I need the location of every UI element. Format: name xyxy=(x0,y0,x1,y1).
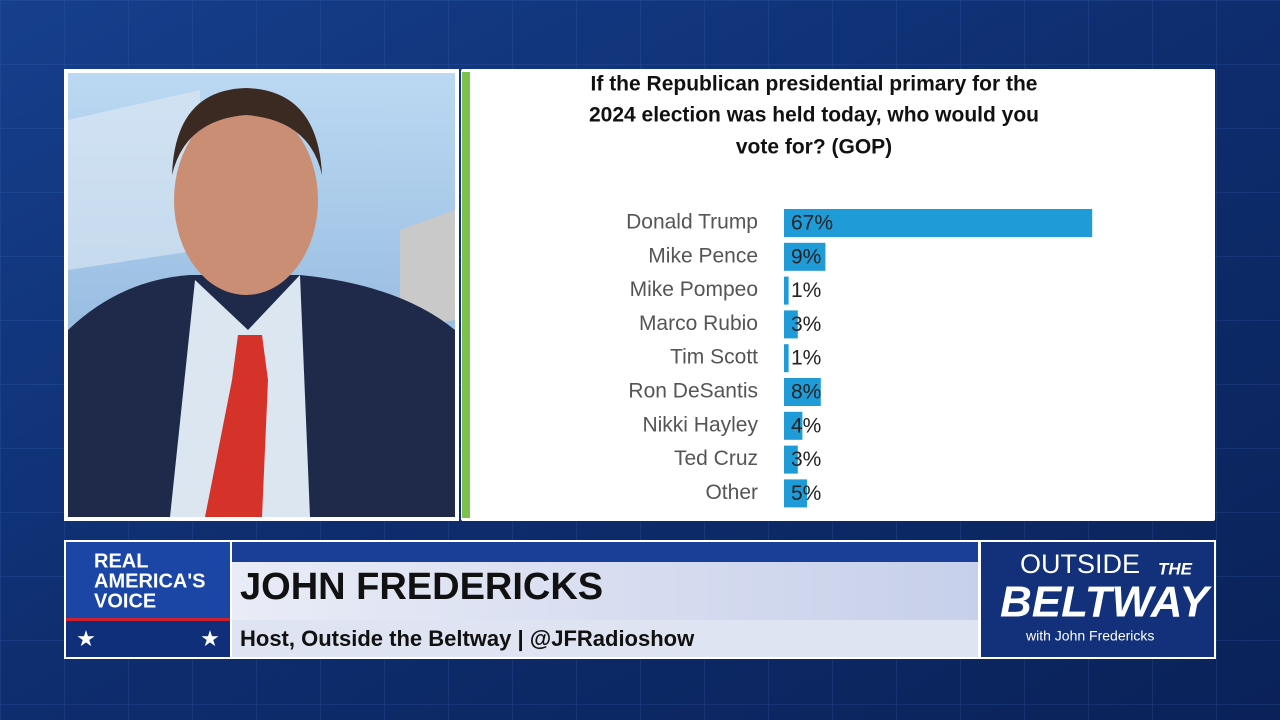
category-label: Ron DeSantis xyxy=(628,380,758,403)
value-label: 9% xyxy=(791,245,821,268)
chart-panel: If the Republican presidential primary f… xyxy=(461,69,1215,521)
show-logo-box xyxy=(981,542,1214,657)
category-label: Mike Pence xyxy=(648,244,758,267)
logo-divider xyxy=(66,618,230,621)
bar xyxy=(784,310,798,339)
name-bar xyxy=(232,562,978,620)
bar xyxy=(784,445,798,474)
host-subtitle: Host, Outside the Beltway | @JFRadioshow xyxy=(240,626,695,651)
accent-stripe xyxy=(462,72,470,518)
logo-stars-box xyxy=(66,621,230,657)
show-logo-text: BELTWAY xyxy=(1000,578,1212,627)
bar xyxy=(784,242,826,271)
category-label: Ted Cruz xyxy=(674,447,758,470)
category-label: Other xyxy=(705,481,758,504)
bar xyxy=(784,344,789,373)
bar xyxy=(784,378,821,406)
subtitle-bar xyxy=(232,620,978,657)
host-name: JOHN FREDERICKS xyxy=(240,566,603,608)
chart-title: 2024 election was held today, who would … xyxy=(589,104,1039,127)
bar xyxy=(784,276,789,305)
category-label: Nikki Hayley xyxy=(642,413,758,436)
star-icon: ★ xyxy=(200,626,220,651)
chart-title: vote for? (GOP) xyxy=(736,136,892,159)
value-label: 67% xyxy=(791,212,833,235)
bridge xyxy=(68,90,200,270)
value-label: 4% xyxy=(791,414,821,437)
building xyxy=(400,210,455,330)
category-label: Donald Trump xyxy=(626,211,758,234)
network-logo-text: VOICE xyxy=(94,590,156,612)
value-label: 1% xyxy=(791,347,821,370)
chart-title: If the Republican presidential primary f… xyxy=(591,73,1038,96)
value-label: 5% xyxy=(791,482,821,505)
tie xyxy=(205,335,268,517)
value-label: 8% xyxy=(791,381,821,404)
value-label: 1% xyxy=(791,279,821,302)
value-label: 3% xyxy=(791,448,821,471)
name-bar-top xyxy=(232,542,978,562)
network-logo-box xyxy=(66,542,230,620)
chart-background xyxy=(461,69,1215,521)
video-panel xyxy=(64,69,459,521)
category-label: Marco Rubio xyxy=(639,312,758,335)
network-logo-text: AMERICA'S xyxy=(94,570,205,592)
hair xyxy=(172,88,322,175)
value-label: 3% xyxy=(791,313,821,336)
bar xyxy=(784,209,1093,237)
network-logo-text: REAL xyxy=(94,550,148,572)
star-icon: ★ xyxy=(76,626,96,651)
bar xyxy=(784,479,807,508)
show-logo-text: THE xyxy=(1158,559,1193,578)
category-label: Tim Scott xyxy=(670,346,758,369)
face xyxy=(174,105,318,295)
bar xyxy=(784,411,803,440)
bar-chart: Donald Trump 67% Mike Pence 9% Mike Pompeo 1%… xyxy=(626,209,1093,508)
category-label: Mike Pompeo xyxy=(630,278,758,301)
lower-third: ★ ★ REAL AMERICA'S VOICE JOHN FREDERICKS… xyxy=(64,540,1216,659)
show-logo-text: OUTSIDE xyxy=(1020,549,1140,579)
show-logo-text: with John Fredericks xyxy=(1025,628,1154,644)
